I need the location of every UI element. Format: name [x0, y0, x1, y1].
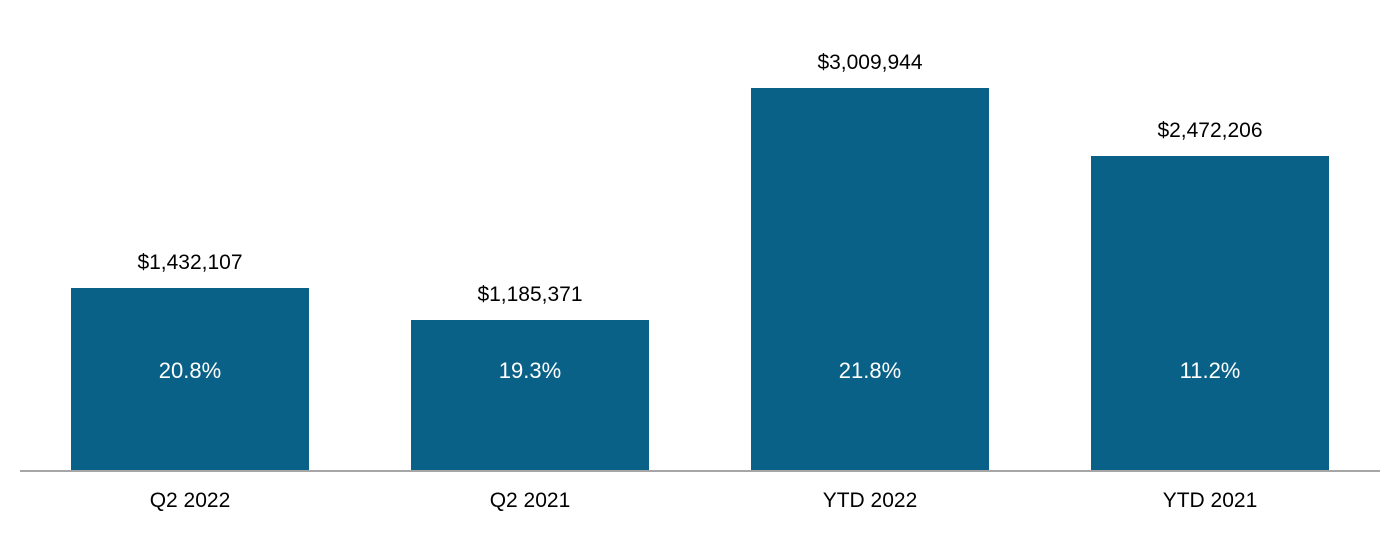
bar-percent-label: 20.8% — [158, 358, 222, 383]
bar-group-ytd-2022: $3,009,944 21.8% YTD 2022 — [751, 0, 989, 538]
bar-ytd-2022 — [751, 88, 989, 470]
x-axis-tick-label: Q2 2022 — [149, 489, 231, 512]
bar-group-ytd-2021: $2,472,206 11.2% YTD 2021 — [1091, 0, 1329, 538]
bar-value-label: $3,009,944 — [817, 51, 923, 74]
x-axis-tick-label: Q2 2021 — [489, 489, 571, 512]
bar-q2-2022 — [71, 288, 309, 470]
bar-percent-label: 11.2% — [1179, 358, 1241, 383]
x-axis-tick-label: YTD 2021 — [1162, 489, 1258, 512]
bar-value-label: $1,185,371 — [477, 283, 583, 306]
bar-q2-2021 — [411, 320, 649, 470]
x-axis-line — [20, 470, 1380, 472]
bar-value-label: $2,472,206 — [1157, 119, 1263, 142]
x-axis-tick-label: YTD 2022 — [822, 489, 918, 512]
bar-group-q2-2022: $1,432,107 20.8% Q2 2022 — [71, 0, 309, 538]
bar-ytd-2021 — [1091, 156, 1329, 470]
bar-group-q2-2021: $1,185,371 19.3% Q2 2021 — [411, 0, 649, 538]
bar-value-label: $1,432,107 — [137, 251, 243, 274]
bar-percent-label: 21.8% — [838, 358, 902, 383]
bar-percent-label: 19.3% — [498, 358, 562, 383]
